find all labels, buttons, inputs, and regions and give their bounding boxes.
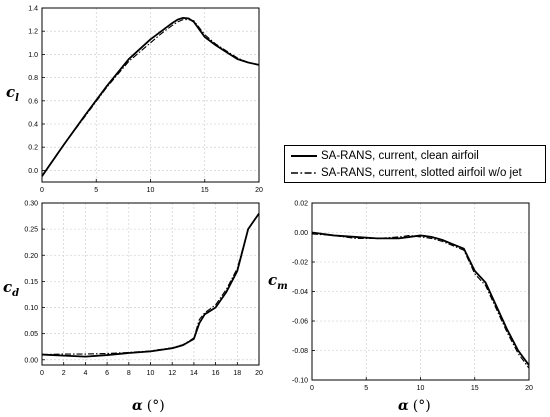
- series-line-slotted-airfoil: [41, 19, 260, 177]
- plot-frame: [41, 202, 260, 366]
- y-tick-label: -0.10: [292, 378, 308, 385]
- y-tick-label: 1.0: [28, 52, 38, 59]
- x-tick-label: 8: [127, 370, 131, 377]
- legend-entry-clean: SA-RANS, current, clean airfoil: [291, 148, 479, 164]
- y-tick-label: -0.08: [292, 348, 308, 355]
- y-tick-label: 1.2: [28, 29, 38, 36]
- x-tick-label: 0: [40, 370, 44, 377]
- y-tick-label: 0.10: [24, 305, 38, 312]
- legend-label-clean: SA-RANS, current, clean airfoil: [321, 150, 479, 162]
- legend-entry-slotted: SA-RANS, current, slotted airfoil w/o je…: [291, 165, 522, 181]
- xlabel-right: α (°): [398, 398, 431, 414]
- x-tick-label: 14: [190, 370, 198, 377]
- y-tick-label: 0.20: [24, 253, 38, 260]
- x-tick-label: 0: [40, 187, 44, 194]
- legend-dashdot-line-icon: [291, 172, 317, 174]
- y-tick-label: 1.4: [28, 6, 38, 13]
- y-tick-label: 0.02: [294, 201, 308, 208]
- x-tick-label: 15: [471, 385, 479, 392]
- x-tick-label: 20: [255, 187, 263, 194]
- series-line-clean-airfoil: [41, 16, 260, 177]
- x-tick-label: 6: [105, 370, 109, 377]
- x-tick-label: 16: [212, 370, 220, 377]
- chart-cm: 0 5 10 15 20 0.02 0.00 -0.02 -0.04 -0.06 -0.08 -0.1…: [292, 201, 533, 393]
- y-tick-label: 0.15: [24, 279, 38, 286]
- chart-cd: 0 2 4 6 8 10 12 14 16 18 20 0.00 0.05 0.10 0.15 0.20 0.2…: [24, 201, 263, 378]
- x-tick-label: 12: [168, 370, 176, 377]
- x-tick-label: 15: [201, 187, 209, 194]
- x-tick-label: 10: [147, 187, 155, 194]
- y-tick-label: 0.8: [28, 75, 38, 82]
- legend-solid-line-icon: [291, 155, 317, 157]
- y-tick-label: 0.4: [28, 122, 38, 129]
- chart-cl: 0 5 10 15 20 0.0 0.2 0.4 0.6 0.8 1.0 1.2 1.4: [28, 6, 263, 195]
- y-tick-label: 0.05: [24, 331, 38, 338]
- plot-frame: [311, 202, 530, 381]
- y-tick-label: 0.25: [24, 227, 38, 234]
- series-line-slotted-airfoil: [311, 233, 530, 369]
- y-tick-label: -0.02: [292, 260, 308, 267]
- x-tick-label: 4: [83, 370, 87, 377]
- ylabel-cd: cd: [3, 278, 19, 299]
- x-tick-label: 10: [147, 370, 155, 377]
- y-tick-label: -0.06: [292, 319, 308, 326]
- ylabel-cl: cl: [6, 83, 19, 104]
- y-tick-label: -0.04: [292, 289, 308, 296]
- x-tick-label: 5: [94, 187, 98, 194]
- y-tick-label: 0.0: [28, 168, 38, 175]
- y-tick-label: 0.00: [294, 230, 308, 237]
- y-tick-label: 0.6: [28, 98, 38, 105]
- legend-label-slotted: SA-RANS, current, slotted airfoil w/o je…: [321, 167, 522, 179]
- xlabel-left: α (°): [132, 398, 165, 414]
- x-tick-label: 0: [310, 385, 314, 392]
- series-line-clean-airfoil: [41, 212, 260, 358]
- x-tick-label: 20: [525, 385, 533, 392]
- y-tick-label: 0.30: [24, 201, 38, 208]
- x-tick-label: 5: [364, 385, 368, 392]
- x-tick-label: 10: [417, 385, 425, 392]
- x-tick-label: 2: [62, 370, 66, 377]
- ylabel-cm: cm: [268, 271, 288, 292]
- x-tick-label: 18: [233, 370, 241, 377]
- y-tick-label: 0.2: [28, 145, 38, 152]
- legend: SA-RANS, current, clean airfoil SA-RANS,…: [284, 145, 546, 183]
- series-line-slotted-airfoil: [41, 213, 260, 356]
- plot-frame: [41, 7, 260, 183]
- x-tick-label: 20: [255, 370, 263, 377]
- y-tick-label: 0.00: [24, 357, 38, 364]
